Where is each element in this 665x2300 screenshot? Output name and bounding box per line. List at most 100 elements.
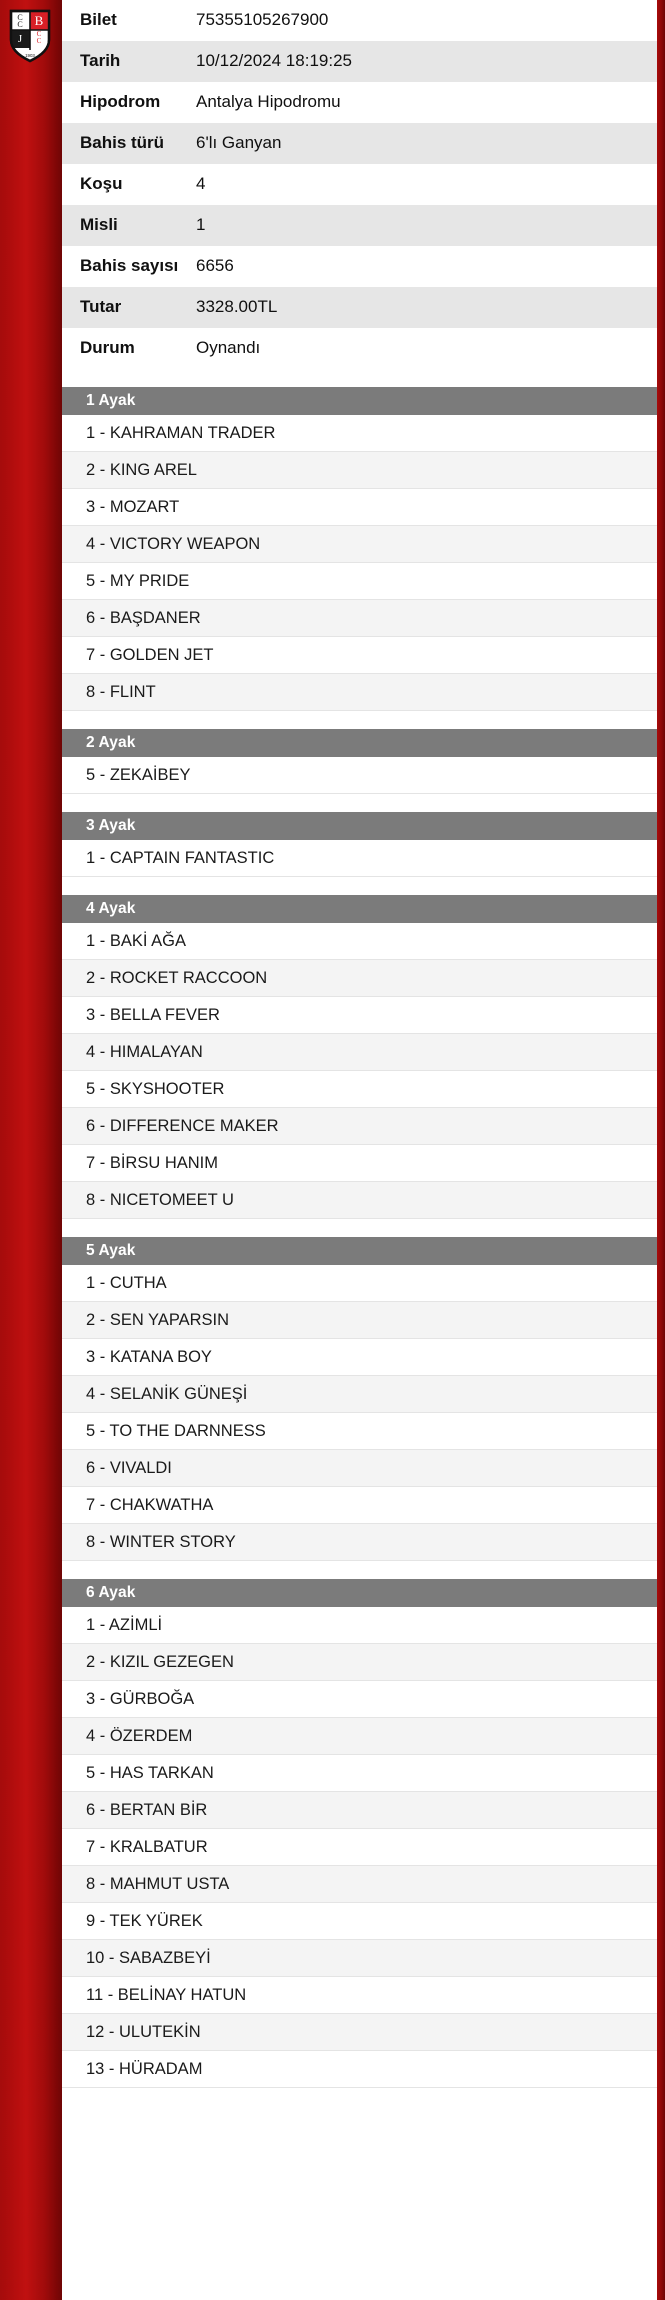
horse-row[interactable]: 5 - SKYSHOOTER: [62, 1071, 657, 1108]
horse-list: 1 - BAKİ AĞA 2 - ROCKET RACCOON 3 - BELLA …: [62, 923, 657, 1219]
svg-text:J: J: [18, 33, 23, 45]
horse-row[interactable]: 1 - AZİMLİ: [62, 1607, 657, 1644]
info-row-value: Antalya Hipodromu: [196, 92, 341, 112]
horse-row[interactable]: 4 - SELANİK GÜNEŞİ: [62, 1376, 657, 1413]
leg-header: 4 Ayak: [62, 895, 657, 923]
horse-row[interactable]: 8 - MAHMUT USTA: [62, 1866, 657, 1903]
leg-header: 5 Ayak: [62, 1237, 657, 1265]
info-row-value: 75355105267900: [196, 10, 329, 30]
horse-row[interactable]: 6 - BAŞDANER: [62, 600, 657, 637]
info-row: Durum Oynandı: [62, 328, 657, 369]
leg-header: 2 Ayak: [62, 729, 657, 757]
info-row-label: Tarih: [80, 51, 121, 71]
leg-section: 6 Ayak 1 - AZİMLİ 2 - KIZIL GEZEGEN 3 - GÜR…: [62, 1579, 657, 2088]
info-row-label: Bahis türü: [80, 133, 165, 153]
horse-list: 1 - CAPTAIN FANTASTIC: [62, 840, 657, 877]
horse-row[interactable]: 4 - ÖZERDEM: [62, 1718, 657, 1755]
horse-row[interactable]: 2 - ROCKET RACCOON: [62, 960, 657, 997]
horse-row[interactable]: 11 - BELİNAY HATUN: [62, 1977, 657, 2014]
horse-row[interactable]: 2 - SEN YAPARSIN: [62, 1302, 657, 1339]
info-row: Bahis sayısı 6656: [62, 246, 657, 287]
horse-row[interactable]: 8 - FLINT: [62, 674, 657, 711]
leg-separator: [62, 369, 657, 387]
leg-section: 4 Ayak 1 - BAKİ AĞA 2 - ROCKET RACCOON 3 - …: [62, 895, 657, 1219]
horse-row[interactable]: 6 - BERTAN BİR: [62, 1792, 657, 1829]
horse-row[interactable]: 7 - KRALBATUR: [62, 1829, 657, 1866]
horse-list: 1 - AZİMLİ 2 - KIZIL GEZEGEN 3 - GÜRBOĞA 4 …: [62, 1607, 657, 2088]
info-row: Misli 1: [62, 205, 657, 246]
horse-row[interactable]: 5 - TO THE DARNNESS: [62, 1413, 657, 1450]
horse-row[interactable]: 4 - HIMALAYAN: [62, 1034, 657, 1071]
info-row-value: Oynandı: [196, 338, 261, 358]
info-row: Tarih 10/12/2024 18:19:25: [62, 41, 657, 82]
ticket-info-body: Bilet 75355105267900 Tarih 10/12/2024 18:19…: [62, 0, 657, 369]
info-row-label: Hipodrom: [80, 92, 161, 112]
horse-row[interactable]: 7 - CHAKWATHA: [62, 1487, 657, 1524]
legs-container: 1 Ayak 1 - KAHRAMAN TRADER 2 - KING AREL 3 …: [62, 369, 657, 2088]
horse-row[interactable]: 10 - SABAZBEYİ: [62, 1940, 657, 1977]
horse-row[interactable]: 9 - TEK YÜREK: [62, 1903, 657, 1940]
info-row-label: Bahis sayısı: [80, 256, 179, 276]
info-row: Hipodrom Antalya Hipodromu: [62, 82, 657, 123]
besiktas-crest-logo: C C B J C C 1903: [8, 8, 52, 64]
ticket-info-table: Bilet 75355105267900 Tarih 10/12/2024 18:19…: [62, 0, 657, 369]
horse-row[interactable]: 3 - KATANA BOY: [62, 1339, 657, 1376]
leg-header: 3 Ayak: [62, 812, 657, 840]
info-row-value: 6656: [196, 256, 234, 276]
leg-separator: [62, 711, 657, 729]
horse-row[interactable]: 5 - HAS TARKAN: [62, 1755, 657, 1792]
horse-row[interactable]: 1 - KAHRAMAN TRADER: [62, 415, 657, 452]
svg-text:C: C: [17, 20, 22, 29]
horse-row[interactable]: 12 - ULUTEKİN: [62, 2014, 657, 2051]
info-row-label: Bilet: [80, 10, 117, 30]
horse-row[interactable]: 1 - CUTHA: [62, 1265, 657, 1302]
svg-text:C: C: [17, 13, 22, 22]
horse-row[interactable]: 8 - WINTER STORY: [62, 1524, 657, 1561]
ticket-content: Bilet 75355105267900 Tarih 10/12/2024 18:19…: [62, 0, 657, 2088]
leg-section: 5 Ayak 1 - CUTHA 2 - SEN YAPARSIN 3 - KATAN…: [62, 1237, 657, 1561]
info-row-value: 1: [196, 215, 206, 235]
horse-row[interactable]: 7 - BİRSU HANIM: [62, 1145, 657, 1182]
info-row: Bilet 75355105267900: [62, 0, 657, 41]
horse-row[interactable]: 13 - HÜRADAM: [62, 2051, 657, 2088]
svg-text:B: B: [35, 13, 44, 28]
horse-row[interactable]: 6 - VIVALDI: [62, 1450, 657, 1487]
horse-row[interactable]: 5 - MY PRIDE: [62, 563, 657, 600]
horse-row[interactable]: 3 - BELLA FEVER: [62, 997, 657, 1034]
info-row-value: 3328.00TL: [196, 297, 278, 317]
leg-separator: [62, 1219, 657, 1237]
horse-row[interactable]: 2 - KING AREL: [62, 452, 657, 489]
info-row-label: Koşu: [80, 174, 123, 194]
info-row-value: 4: [196, 174, 206, 194]
leg-section: 1 Ayak 1 - KAHRAMAN TRADER 2 - KING AREL 3 …: [62, 387, 657, 711]
leg-separator: [62, 1561, 657, 1579]
info-row-label: Tutar: [80, 297, 122, 317]
info-row-label: Misli: [80, 215, 118, 235]
horse-row[interactable]: 1 - BAKİ AĞA: [62, 923, 657, 960]
horse-row[interactable]: 3 - MOZART: [62, 489, 657, 526]
leg-header: 6 Ayak: [62, 1579, 657, 1607]
svg-text:C: C: [37, 30, 42, 38]
horse-row[interactable]: 8 - NICETOMEET U: [62, 1182, 657, 1219]
horse-row[interactable]: 1 - CAPTAIN FANTASTIC: [62, 840, 657, 877]
horse-list: 1 - KAHRAMAN TRADER 2 - KING AREL 3 - MOZA…: [62, 415, 657, 711]
leg-header: 1 Ayak: [62, 387, 657, 415]
horse-list: 5 - ZEKAİBEY: [62, 757, 657, 794]
leg-section: 3 Ayak 1 - CAPTAIN FANTASTIC: [62, 812, 657, 877]
info-row-value: 10/12/2024 18:19:25: [196, 51, 352, 71]
leg-section: 2 Ayak 5 - ZEKAİBEY: [62, 729, 657, 794]
horse-row[interactable]: 7 - GOLDEN JET: [62, 637, 657, 674]
info-row-value: 6'lı Ganyan: [196, 133, 282, 153]
horse-row[interactable]: 2 - KIZIL GEZEGEN: [62, 1644, 657, 1681]
leg-separator: [62, 794, 657, 812]
horse-row[interactable]: 5 - ZEKAİBEY: [62, 757, 657, 794]
info-row: Tutar 3328.00TL: [62, 287, 657, 328]
horse-row[interactable]: 4 - VICTORY WEAPON: [62, 526, 657, 563]
info-row: Koşu 4: [62, 164, 657, 205]
horse-row[interactable]: 6 - DIFFERENCE MAKER: [62, 1108, 657, 1145]
left-red-band: [0, 0, 62, 2300]
horse-row[interactable]: 3 - GÜRBOĞA: [62, 1681, 657, 1718]
horse-list: 1 - CUTHA 2 - SEN YAPARSIN 3 - KATANA BOY 4…: [62, 1265, 657, 1561]
svg-text:C: C: [37, 37, 42, 45]
